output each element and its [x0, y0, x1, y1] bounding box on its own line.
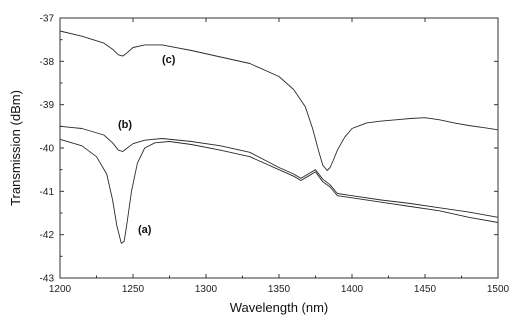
series-label-b: (b): [118, 119, 132, 131]
series-label-a: (a): [138, 224, 152, 236]
y-tick-label: -39: [40, 100, 55, 111]
plot-frame: [59, 17, 499, 279]
y-tick-label: -40: [40, 144, 55, 155]
y-axis-ticks: -43 -42 -41 -40 -39 -38 -37: [40, 14, 498, 285]
x-axis-title: Wavelength (nm): [230, 300, 329, 315]
y-tick-label: -41: [40, 187, 55, 198]
x-tick-label: 1500: [487, 284, 510, 295]
x-axis-ticks: 1200 1250 1300 1350 1400 1450 1500: [49, 18, 510, 295]
x-tick-label: 1300: [195, 284, 218, 295]
y-tick-label: -38: [40, 57, 55, 68]
x-tick-label: 1350: [268, 284, 291, 295]
x-tick-label: 1400: [341, 284, 364, 295]
y-tick-label: -37: [40, 14, 55, 25]
x-tick-label: 1200: [49, 284, 72, 295]
y-tick-label: -43: [40, 274, 55, 285]
series-line-b: [59, 125, 499, 218]
series-line-a: [59, 138, 499, 244]
y-axis-title: Transmission (dBm): [8, 90, 23, 206]
x-tick-label: 1450: [414, 284, 437, 295]
x-tick-label: 1250: [122, 284, 145, 295]
series-label-c: (c): [162, 54, 176, 66]
y-tick-label: -42: [40, 230, 55, 241]
series-lines: [59, 30, 499, 244]
series-line-c: [59, 30, 499, 171]
